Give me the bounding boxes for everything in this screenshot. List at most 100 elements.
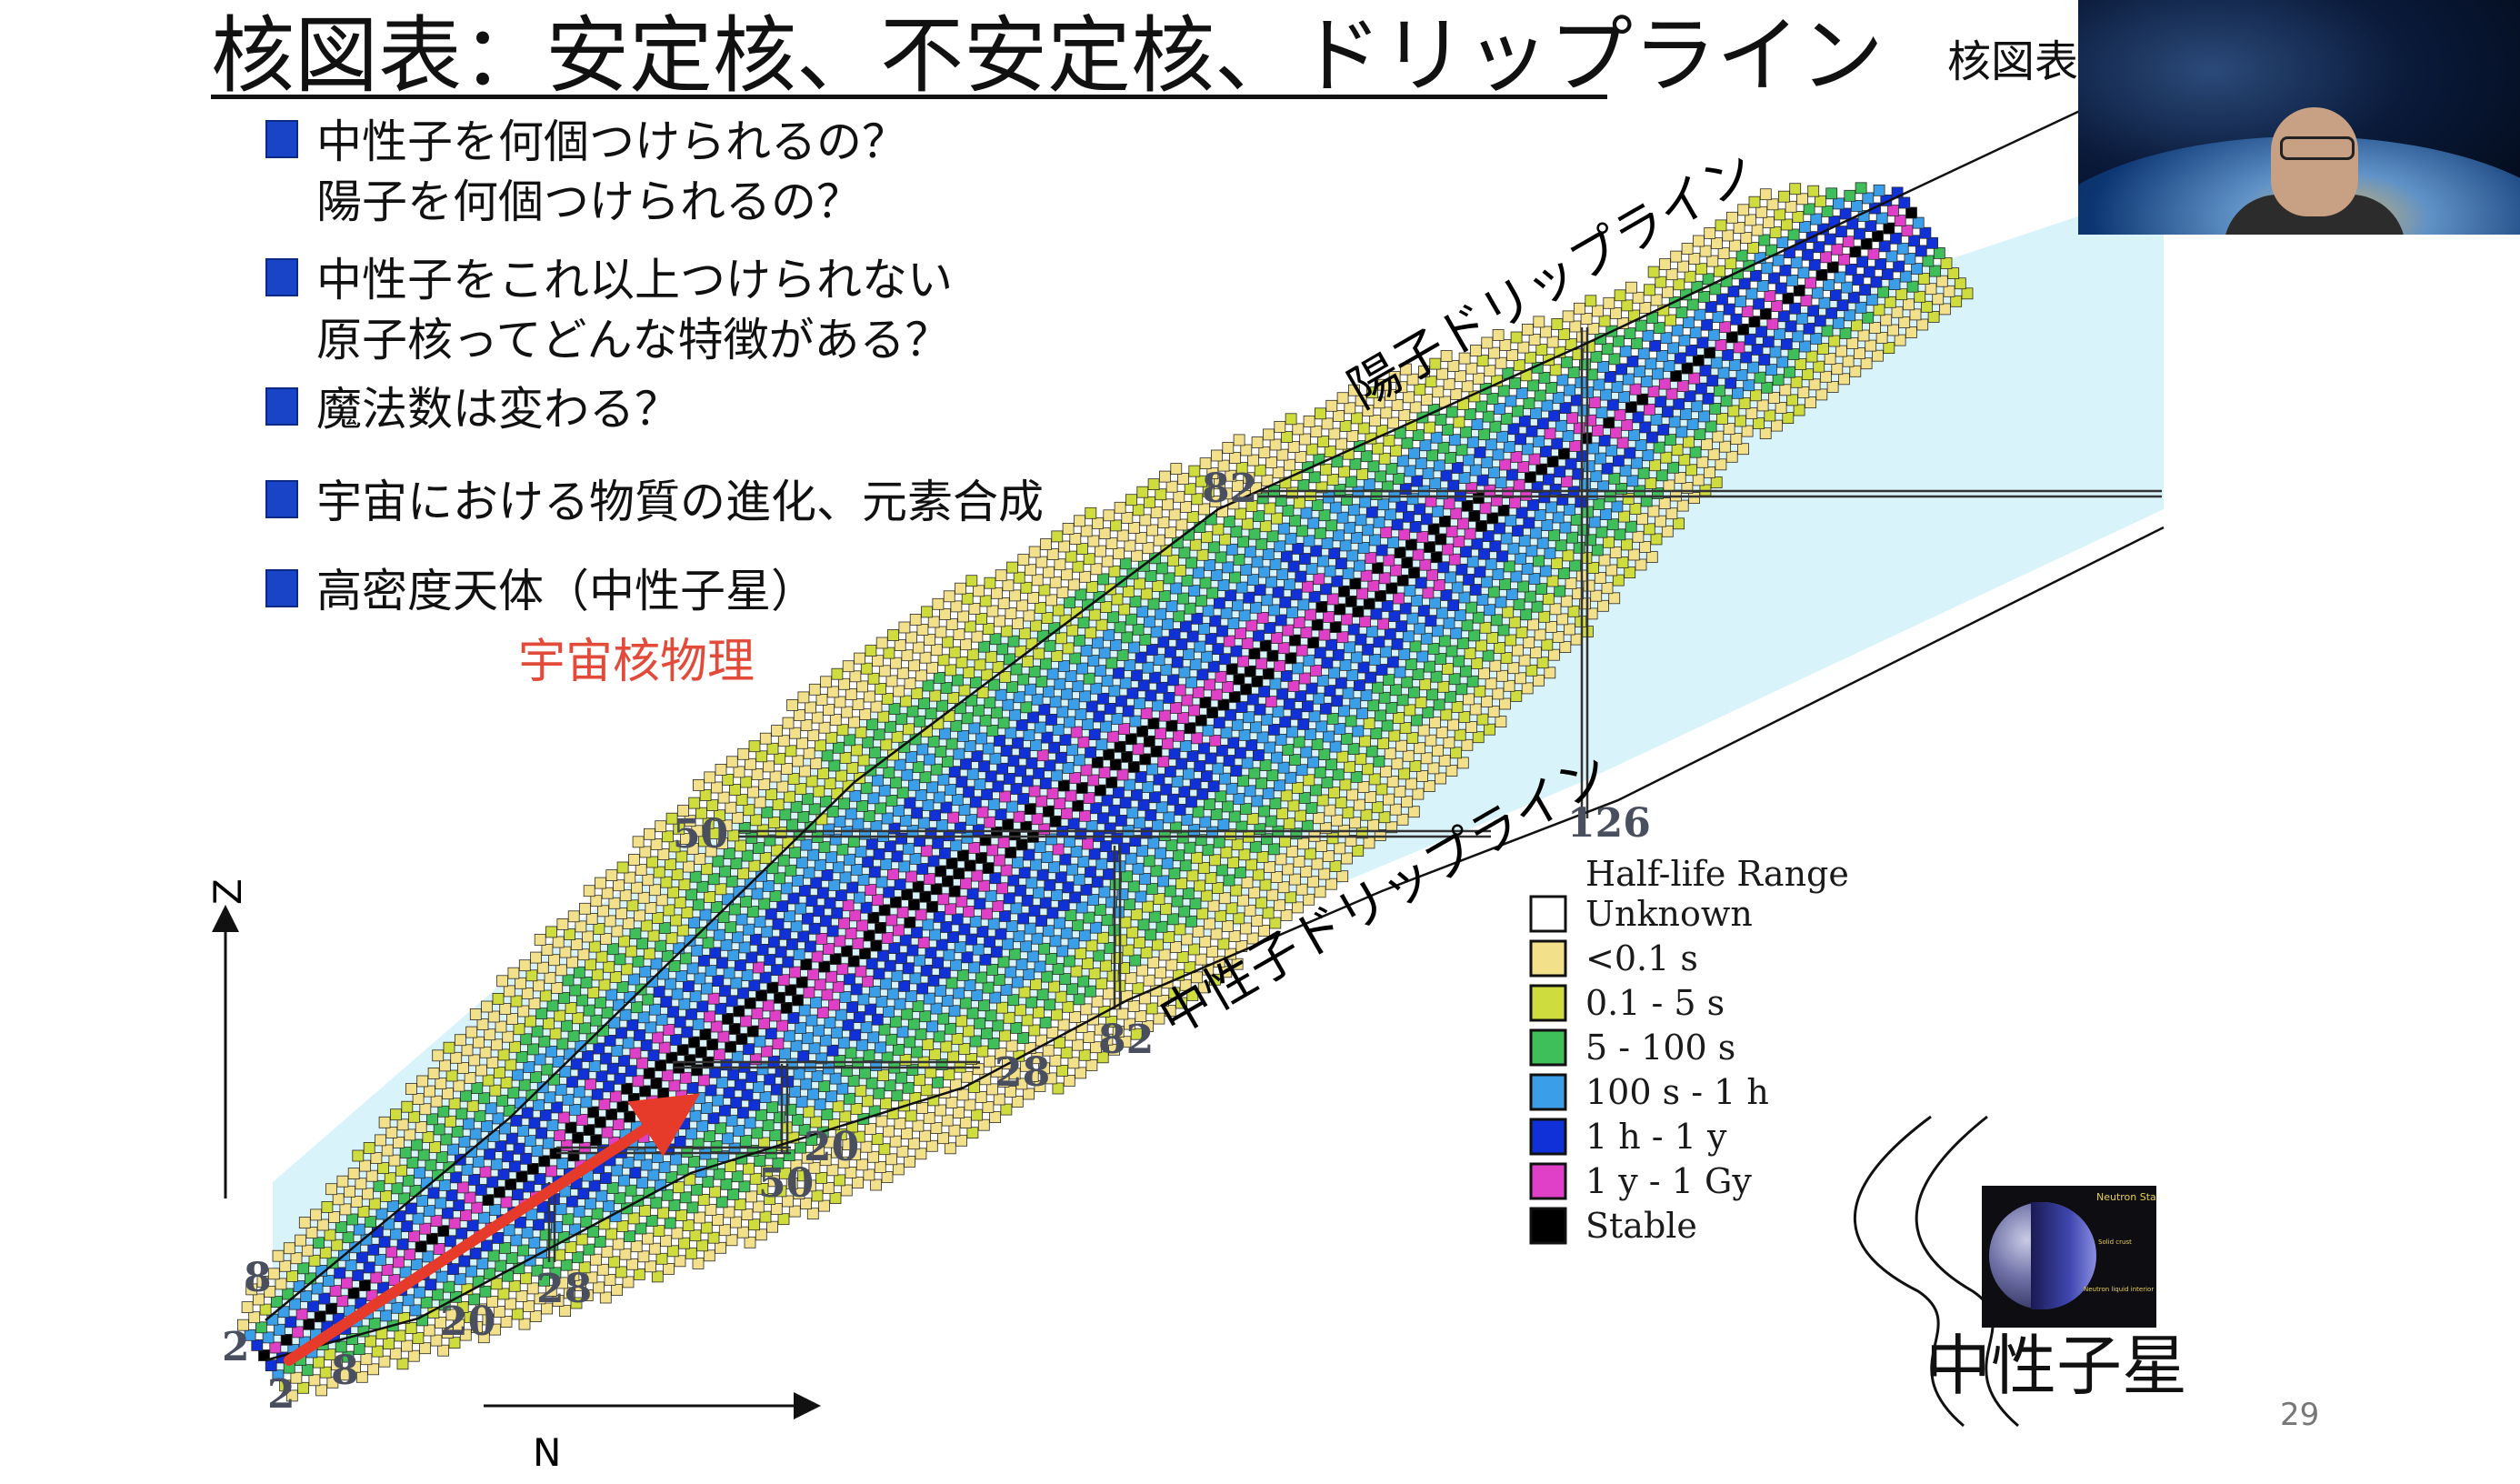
nuclide-cell (867, 792, 880, 805)
nuclide-cell (1592, 424, 1604, 436)
nuclide-cell (727, 1068, 739, 1081)
nuclide-cell (1046, 548, 1059, 560)
nuclide-cell (475, 1064, 487, 1077)
nuclide-cell (404, 1248, 416, 1260)
nuclide-cell (1507, 423, 1520, 436)
nuclide-cell (603, 1199, 615, 1212)
nuclide-cell (1758, 234, 1771, 246)
nuclide-cell (1515, 672, 1526, 685)
nuclide-cell (968, 603, 981, 615)
nuclide-cell (1445, 645, 1458, 657)
nuclide-cell (443, 1280, 455, 1293)
nuclide-cell (1486, 632, 1499, 644)
nuclide-cell (505, 1252, 518, 1264)
nuclide-cell (916, 624, 929, 636)
nuclide-cell (1293, 617, 1305, 628)
nuclide-cell (479, 1046, 492, 1058)
nuclide-cell (1229, 452, 1241, 465)
nuclide-cell (608, 1256, 620, 1268)
nuclide-cell (1164, 885, 1176, 897)
nuclide-cell (1206, 707, 1218, 718)
nuclide-cell (1487, 706, 1500, 717)
nuclide-cell (1262, 787, 1275, 799)
nuclide-cell (1311, 499, 1324, 511)
nuclide-cell (1015, 884, 1026, 897)
nuclide-cell (1158, 709, 1171, 722)
nuclide-cell (996, 762, 1008, 775)
nuclide-cell (1615, 363, 1627, 376)
nuclide-cell (966, 887, 979, 900)
nuclide-cell (582, 930, 594, 943)
nuclide-cell (1764, 409, 1776, 422)
nuclide-cell (373, 1179, 385, 1192)
nuclide-cell (779, 1048, 791, 1060)
nuclide-cell (1165, 526, 1176, 538)
nuclide-cell (658, 922, 671, 934)
nuclide-cell (1013, 810, 1025, 823)
nuclide-cell (870, 1178, 882, 1191)
nuclide-cell (820, 795, 832, 807)
nuclide-cell (775, 827, 787, 838)
nuclide-cell (365, 1216, 377, 1228)
nuclide-cell (905, 751, 917, 763)
nuclide-cell (1772, 374, 1785, 386)
nuclide-cell (884, 840, 896, 853)
nuclide-cell (466, 1099, 479, 1112)
half-life-legend: Half-life Range Unknown<0.1 s0.1 - 5 s5 … (1529, 854, 1849, 1246)
nuclide-cell (1802, 248, 1814, 261)
nuclide-cell (378, 1355, 391, 1368)
nuclide-cell (1175, 877, 1187, 889)
nuclide-cell (647, 929, 660, 942)
nuclide-cell (1227, 737, 1240, 749)
nuclide-cell (573, 966, 585, 978)
nuclide-cell (912, 761, 925, 773)
nuclide-cell (1083, 792, 1095, 804)
nuclide-cell (971, 869, 984, 882)
nuclide-cell (601, 887, 614, 899)
nuclide-cell (1909, 308, 1922, 321)
nuclide-cell (1541, 399, 1554, 412)
nuclide-cell (775, 946, 787, 958)
nuclide-cell (971, 630, 984, 643)
nuclide-cell (1851, 199, 1863, 212)
neutron-star-inset-text2: Neutron liquid interior (2084, 1286, 2155, 1293)
nuclide-cell (984, 697, 996, 709)
nuclide-cell (751, 1008, 764, 1019)
nuclide-cell (1028, 1024, 1041, 1037)
nuclide-cell (409, 1304, 422, 1317)
nuclide-cell (583, 885, 595, 897)
nuclide-cell (693, 779, 705, 791)
nuclide-cell (1251, 676, 1264, 687)
nuclide-cell (510, 1234, 523, 1247)
nuclide-cell (855, 846, 867, 858)
nuclide-cell (545, 1046, 557, 1058)
nuclide-cell (977, 1118, 990, 1131)
nuclide-cell (888, 822, 901, 835)
nuclide-cell (1799, 340, 1811, 353)
nuclide-cell (1527, 499, 1539, 511)
nuclide-cell (692, 1258, 705, 1269)
nuclide-cell (1317, 436, 1329, 447)
nuclide-cell (959, 997, 972, 1009)
nuclide-cell (1331, 575, 1344, 587)
nuclide-cell (1101, 555, 1114, 567)
nuclide-cell (852, 1177, 864, 1188)
nuclide-cell (1859, 284, 1871, 296)
nuclide-cell (1215, 670, 1227, 683)
nuclide-cell (951, 913, 964, 926)
nuclide-cell (768, 817, 780, 828)
nuclide-cell (852, 938, 865, 949)
nuclide-cell (539, 1109, 552, 1121)
nuclide-cell (925, 1139, 938, 1152)
nuclide-cell (823, 704, 835, 716)
nuclide-cell (1313, 573, 1325, 586)
nuclide-cell (862, 856, 874, 868)
nuclide-cell (650, 958, 663, 970)
nuclide-cell (1381, 600, 1394, 612)
nuclide-cell (741, 849, 754, 862)
nuclide-cell (628, 854, 640, 866)
nuclide-cell (1334, 484, 1346, 496)
nuclide-cell (1223, 755, 1235, 767)
nuclide-cell (1030, 858, 1042, 871)
nuclide-cell (950, 958, 962, 971)
